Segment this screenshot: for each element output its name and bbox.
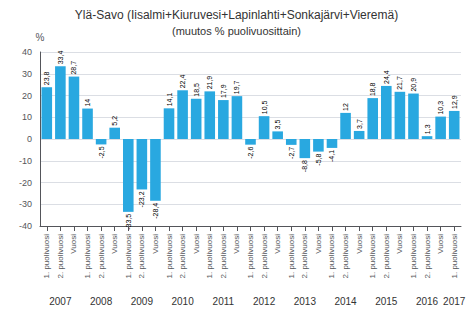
svg-text:1. puolivuosi: 1. puolivuosi xyxy=(368,234,377,279)
svg-text:2. puolivuosi: 2. puolivuosi xyxy=(137,234,146,279)
svg-text:1. puolivuosi: 1. puolivuosi xyxy=(165,234,174,279)
svg-text:21,7: 21,7 xyxy=(396,76,403,90)
svg-text:10: 10 xyxy=(22,112,32,122)
svg-text:Vuosi: Vuosi xyxy=(395,234,404,254)
svg-text:Vuosi: Vuosi xyxy=(355,234,364,254)
svg-text:-4,1: -4,1 xyxy=(328,150,335,162)
svg-text:-2,6: -2,6 xyxy=(247,147,254,159)
svg-text:Vuosi: Vuosi xyxy=(151,234,160,254)
svg-text:-2,7: -2,7 xyxy=(288,147,295,159)
svg-text:28,7: 28,7 xyxy=(70,61,77,75)
svg-text:14,1: 14,1 xyxy=(166,93,173,107)
svg-text:1. puolivuosi: 1. puolivuosi xyxy=(409,234,418,279)
svg-text:1. puolivuosi: 1. puolivuosi xyxy=(246,234,255,279)
svg-text:Vuosi: Vuosi xyxy=(314,234,323,254)
svg-text:-10: -10 xyxy=(19,156,32,166)
svg-text:3,5: 3,5 xyxy=(274,120,281,130)
svg-text:Vuosi: Vuosi xyxy=(436,234,445,254)
svg-text:-33,5: -33,5 xyxy=(125,214,132,230)
svg-text:Ylä-Savo (Iisalmi+Kiuruvesi+La: Ylä-Savo (Iisalmi+Kiuruvesi+Lapinlahti+S… xyxy=(75,8,398,22)
svg-text:2. puolivuosi: 2. puolivuosi xyxy=(97,234,106,279)
svg-text:Vuosi: Vuosi xyxy=(273,234,282,254)
svg-text:18,8: 18,8 xyxy=(369,82,376,96)
svg-text:-8,8: -8,8 xyxy=(301,160,308,172)
svg-text:10,5: 10,5 xyxy=(261,100,268,114)
svg-text:22,4: 22,4 xyxy=(179,75,186,89)
svg-text:2008: 2008 xyxy=(90,296,113,307)
svg-text:-30: -30 xyxy=(19,199,32,209)
svg-text:1. puolivuosi: 1. puolivuosi xyxy=(42,234,51,279)
svg-text:-23,2: -23,2 xyxy=(138,191,145,207)
svg-text:2. puolivuosi: 2. puolivuosi xyxy=(260,234,269,279)
svg-text:Vuosi: Vuosi xyxy=(232,234,241,254)
svg-text:5,2: 5,2 xyxy=(111,116,118,126)
svg-text:24,4: 24,4 xyxy=(383,70,390,84)
svg-text:19,7: 19,7 xyxy=(233,80,240,94)
svg-text:3,7: 3,7 xyxy=(356,119,363,129)
svg-text:2009: 2009 xyxy=(131,296,154,307)
svg-text:20: 20 xyxy=(22,91,32,101)
svg-text:12,9: 12,9 xyxy=(451,95,458,109)
svg-text:10,3: 10,3 xyxy=(437,101,444,115)
svg-text:40: 40 xyxy=(22,47,32,57)
svg-text:17,9: 17,9 xyxy=(220,84,227,98)
svg-text:30: 30 xyxy=(22,69,32,79)
svg-text:2. puolivuosi: 2. puolivuosi xyxy=(300,234,309,279)
svg-text:2013: 2013 xyxy=(294,296,317,307)
svg-text:Vuosi: Vuosi xyxy=(110,234,119,254)
svg-text:1. puolivuosi: 1. puolivuosi xyxy=(205,234,214,279)
svg-text:(muutos % puolivuosittain): (muutos % puolivuosittain) xyxy=(172,25,301,37)
svg-text:1. puolivuosi: 1. puolivuosi xyxy=(287,234,296,279)
svg-text:2016: 2016 xyxy=(416,296,439,307)
svg-text:%: % xyxy=(36,32,45,43)
svg-text:0: 0 xyxy=(27,134,32,144)
svg-text:21,9: 21,9 xyxy=(206,76,213,90)
svg-text:12: 12 xyxy=(342,103,349,111)
svg-text:23,8: 23,8 xyxy=(43,72,50,86)
svg-text:-5,8: -5,8 xyxy=(315,154,322,166)
svg-text:2014: 2014 xyxy=(334,296,357,307)
svg-text:2017: 2017 xyxy=(443,296,466,307)
svg-text:1. puolivuosi: 1. puolivuosi xyxy=(83,234,92,279)
svg-text:1. puolivuosi: 1. puolivuosi xyxy=(327,234,336,279)
svg-text:18,5: 18,5 xyxy=(193,83,200,97)
svg-text:1,3: 1,3 xyxy=(424,124,431,134)
svg-text:2. puolivuosi: 2. puolivuosi xyxy=(341,234,350,279)
svg-text:Vuosi: Vuosi xyxy=(192,234,201,254)
svg-text:2. puolivuosi: 2. puolivuosi xyxy=(382,234,391,279)
svg-text:2012: 2012 xyxy=(253,296,276,307)
svg-text:2011: 2011 xyxy=(213,296,235,307)
svg-text:2. puolivuosi: 2. puolivuosi xyxy=(56,234,65,279)
svg-text:20,9: 20,9 xyxy=(410,78,417,92)
svg-text:1. puolivuosi: 1. puolivuosi xyxy=(124,234,133,279)
svg-text:2. puolivuosi: 2. puolivuosi xyxy=(178,234,187,279)
svg-text:2. puolivuosi: 2. puolivuosi xyxy=(219,234,228,279)
svg-text:-28,4: -28,4 xyxy=(152,203,159,219)
svg-text:2015: 2015 xyxy=(375,296,398,307)
svg-text:Vuosi: Vuosi xyxy=(69,234,78,254)
svg-text:-20: -20 xyxy=(19,178,32,188)
svg-text:2. puolivuosi: 2. puolivuosi xyxy=(423,234,432,279)
svg-text:-40: -40 xyxy=(19,221,32,231)
svg-text:2010: 2010 xyxy=(171,296,194,307)
svg-text:1. puolivuosi: 1. puolivuosi xyxy=(450,234,459,279)
svg-text:14: 14 xyxy=(84,99,91,107)
svg-text:-2,5: -2,5 xyxy=(98,146,105,158)
svg-text:2007: 2007 xyxy=(49,296,72,307)
svg-text:33,4: 33,4 xyxy=(57,51,64,65)
